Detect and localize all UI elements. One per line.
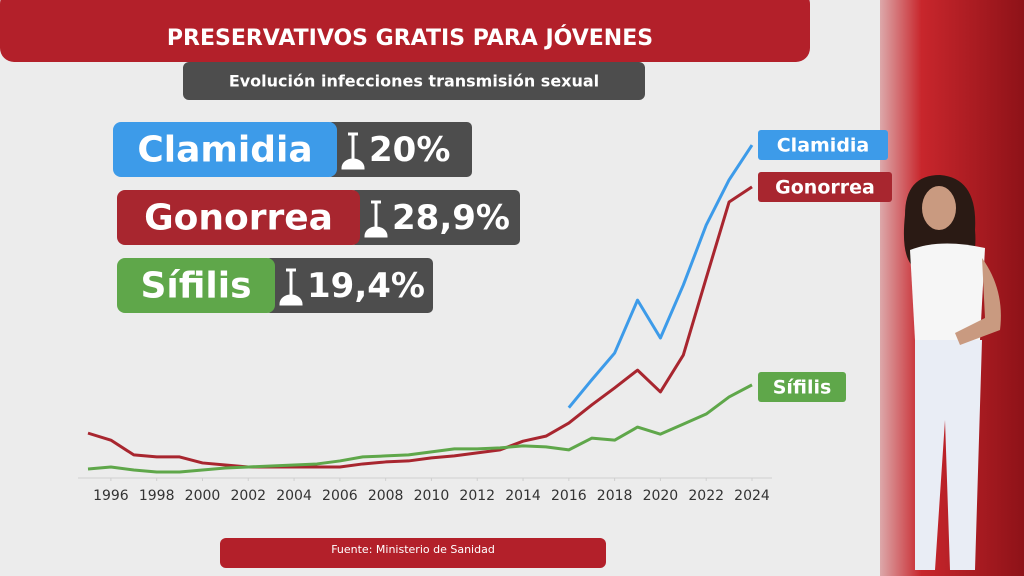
change-box bbox=[265, 258, 433, 313]
x-tick-label: 2008 bbox=[368, 488, 404, 504]
change-box bbox=[327, 122, 472, 177]
series-line bbox=[567, 144, 754, 409]
end-label-box bbox=[758, 372, 846, 402]
end-label: Sífilis bbox=[773, 377, 832, 399]
x-tick-label: 1998 bbox=[139, 488, 175, 504]
x-tick-label: 2006 bbox=[322, 488, 358, 504]
presenter bbox=[903, 175, 1001, 570]
up-arrow-icon bbox=[341, 132, 365, 170]
x-tick-label: 2010 bbox=[414, 488, 450, 504]
plot: 1996 1998 2000 2002 2004 2006 2008 2010 2012 2014… bbox=[87, 130, 892, 504]
stat-name: Clamidia bbox=[137, 130, 312, 171]
end-label: Clamidia bbox=[777, 135, 870, 157]
x-tick-label: 2004 bbox=[276, 488, 312, 504]
subtitle-bar bbox=[183, 62, 645, 100]
top bbox=[910, 243, 985, 340]
series-line bbox=[87, 383, 753, 474]
name-box bbox=[117, 190, 360, 245]
x-tick-label: 1996 bbox=[93, 488, 129, 504]
source: Fuente: Ministerio de Sanidad bbox=[331, 543, 495, 556]
arm bbox=[955, 258, 1001, 345]
x-tick-label: 2024 bbox=[734, 488, 770, 504]
x-tick-label: 2002 bbox=[230, 488, 266, 504]
x-tick-label: 2018 bbox=[597, 488, 633, 504]
end-label-box bbox=[758, 172, 892, 202]
face bbox=[922, 186, 956, 230]
title: PRESERVATIVOS GRATIS PARA JÓVENES bbox=[167, 25, 653, 51]
x-tick-label: 2014 bbox=[505, 488, 541, 504]
stat-change: 20% bbox=[369, 130, 450, 170]
name-box bbox=[113, 122, 337, 177]
title-bar bbox=[0, 0, 810, 62]
change-box bbox=[350, 190, 520, 245]
source-bar bbox=[220, 538, 606, 568]
name-box bbox=[117, 258, 275, 313]
x-tick-label: 2022 bbox=[688, 488, 724, 504]
stat-change: 28,9% bbox=[392, 198, 510, 238]
end-label-box bbox=[758, 130, 888, 160]
up-arrow-icon bbox=[364, 200, 388, 238]
trousers bbox=[915, 340, 982, 570]
series-line bbox=[87, 185, 753, 469]
subtitle: Evolución infecciones transmisión sexual bbox=[229, 72, 599, 91]
stat-boxes: Clamidia 20% Gonorrea 28,9% Sífilis 19,4% bbox=[113, 122, 520, 313]
x-tick-label: 2020 bbox=[643, 488, 679, 504]
stat-change: 19,4% bbox=[307, 266, 425, 306]
up-arrow-icon bbox=[279, 268, 303, 306]
stat-name: Sífilis bbox=[140, 266, 251, 307]
end-label: Gonorrea bbox=[775, 177, 875, 199]
x-tick-label: 2016 bbox=[551, 488, 587, 504]
x-tick-label: 2012 bbox=[459, 488, 495, 504]
stat-name: Gonorrea bbox=[144, 198, 333, 239]
x-tick-label: 2000 bbox=[185, 488, 221, 504]
